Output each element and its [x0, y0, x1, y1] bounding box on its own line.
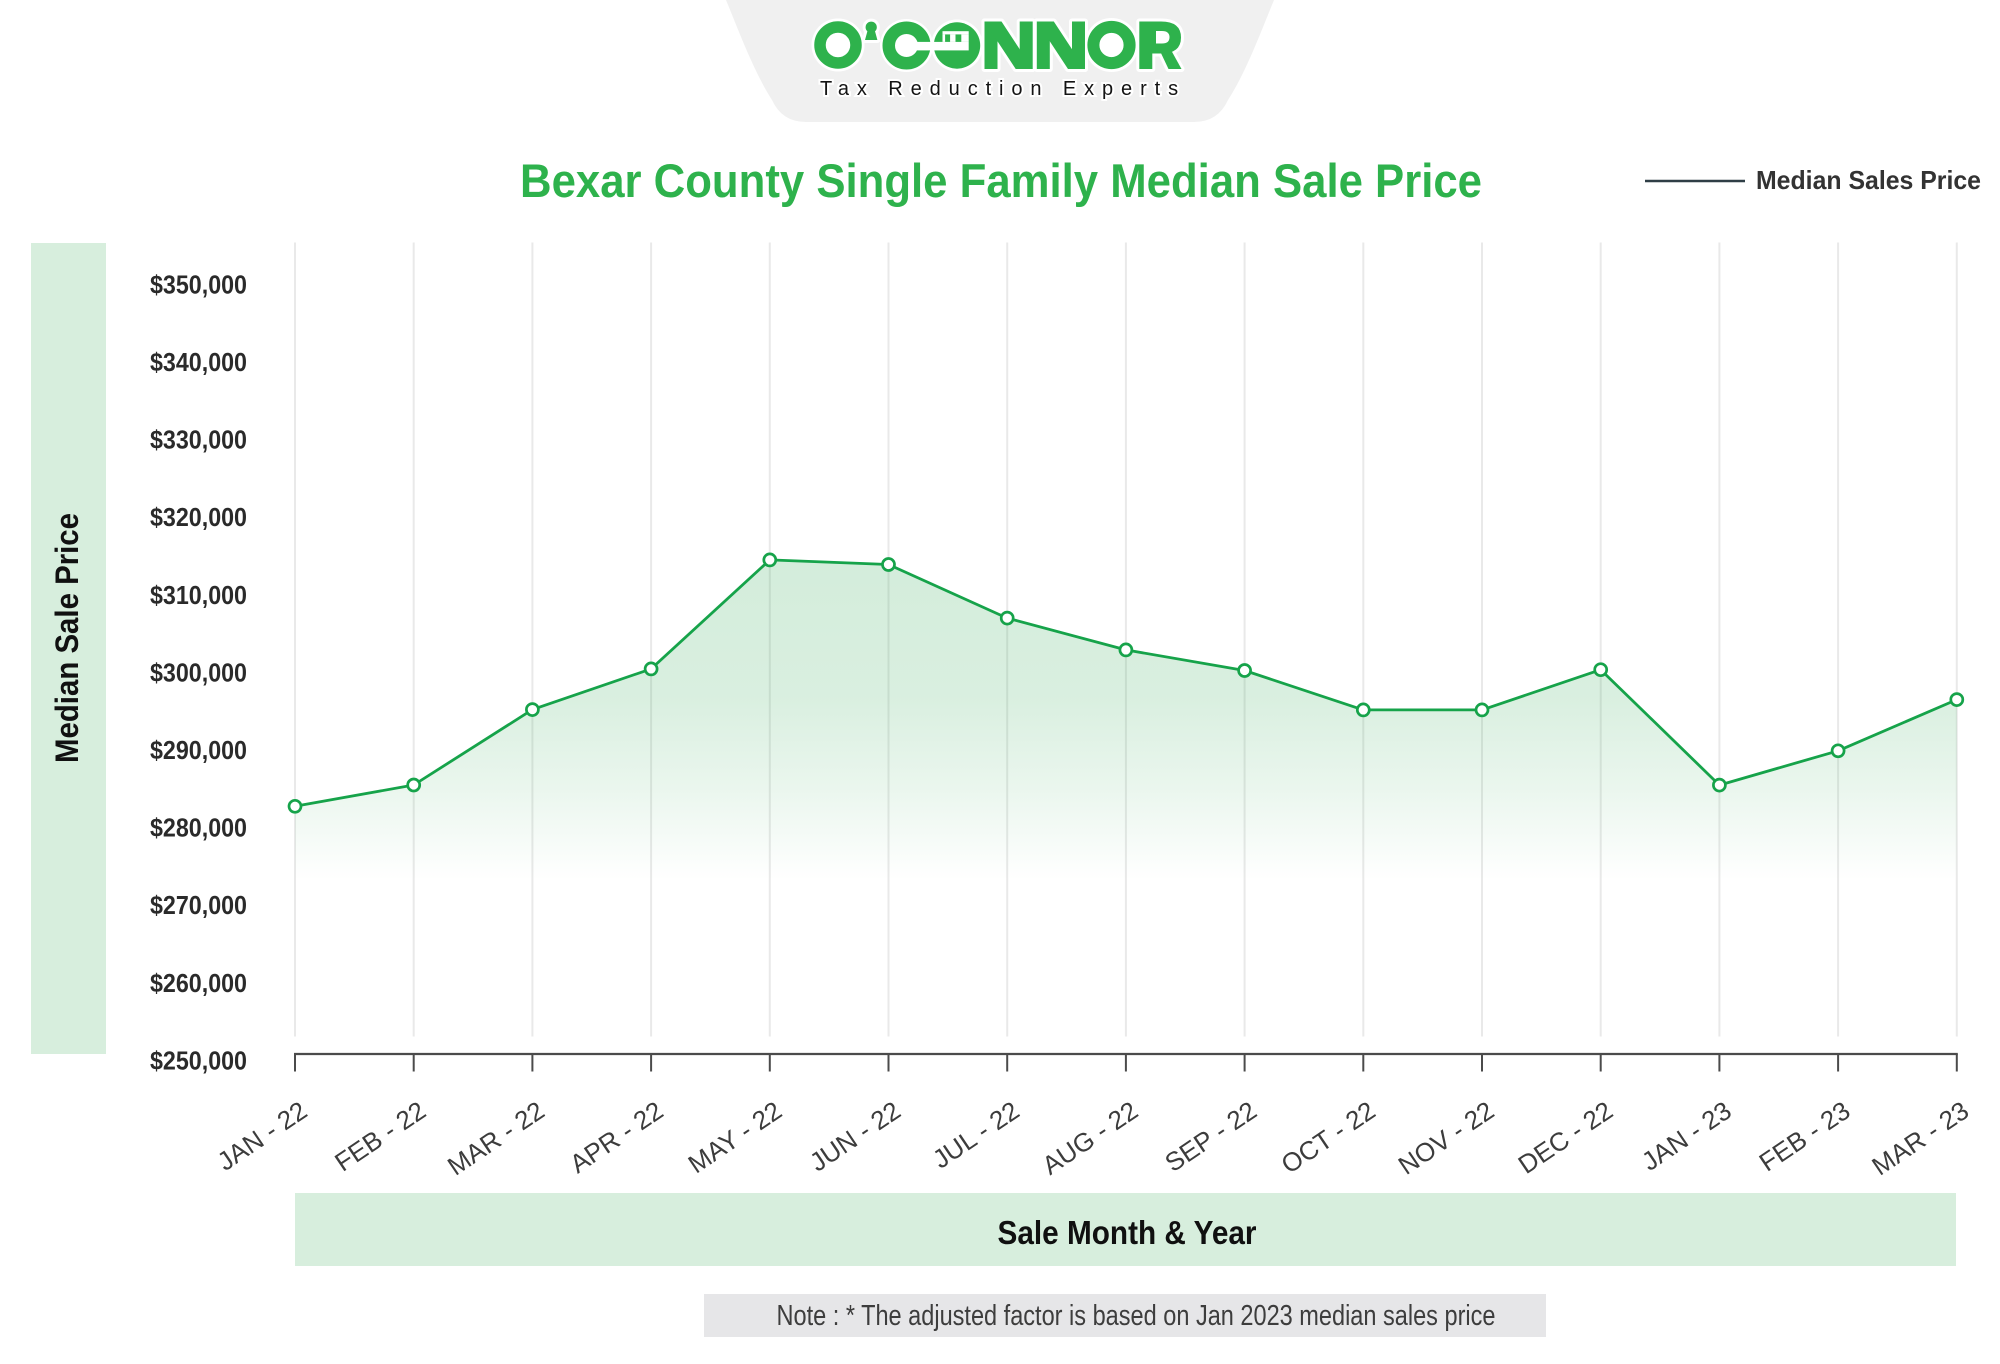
svg-text:Median Sales Price: Median Sales Price — [1756, 165, 1981, 195]
svg-text:$340,000: $340,000 — [150, 347, 247, 377]
svg-text:$320,000: $320,000 — [150, 502, 247, 532]
svg-text:$290,000: $290,000 — [150, 735, 247, 765]
svg-text:Note : * The adjusted factor i: Note : * The adjusted factor is based on… — [777, 1300, 1496, 1332]
svg-text:$300,000: $300,000 — [150, 657, 247, 687]
svg-text:$250,000: $250,000 — [150, 1045, 247, 1075]
svg-text:Median Sale Price: Median Sale Price — [49, 513, 85, 763]
svg-text:$310,000: $310,000 — [150, 580, 247, 610]
svg-text:$330,000: $330,000 — [150, 425, 247, 455]
svg-text:$350,000: $350,000 — [150, 269, 247, 299]
svg-text:Tax Reduction Experts: Tax Reduction Experts — [820, 78, 1186, 100]
svg-text:Bexar County Single Family Med: Bexar County Single Family Median Sale P… — [520, 154, 1482, 207]
svg-text:$260,000: $260,000 — [150, 968, 247, 998]
svg-text:Sale Month & Year: Sale Month & Year — [998, 1214, 1257, 1251]
svg-text:$280,000: $280,000 — [150, 813, 247, 843]
svg-text:$270,000: $270,000 — [150, 890, 247, 920]
